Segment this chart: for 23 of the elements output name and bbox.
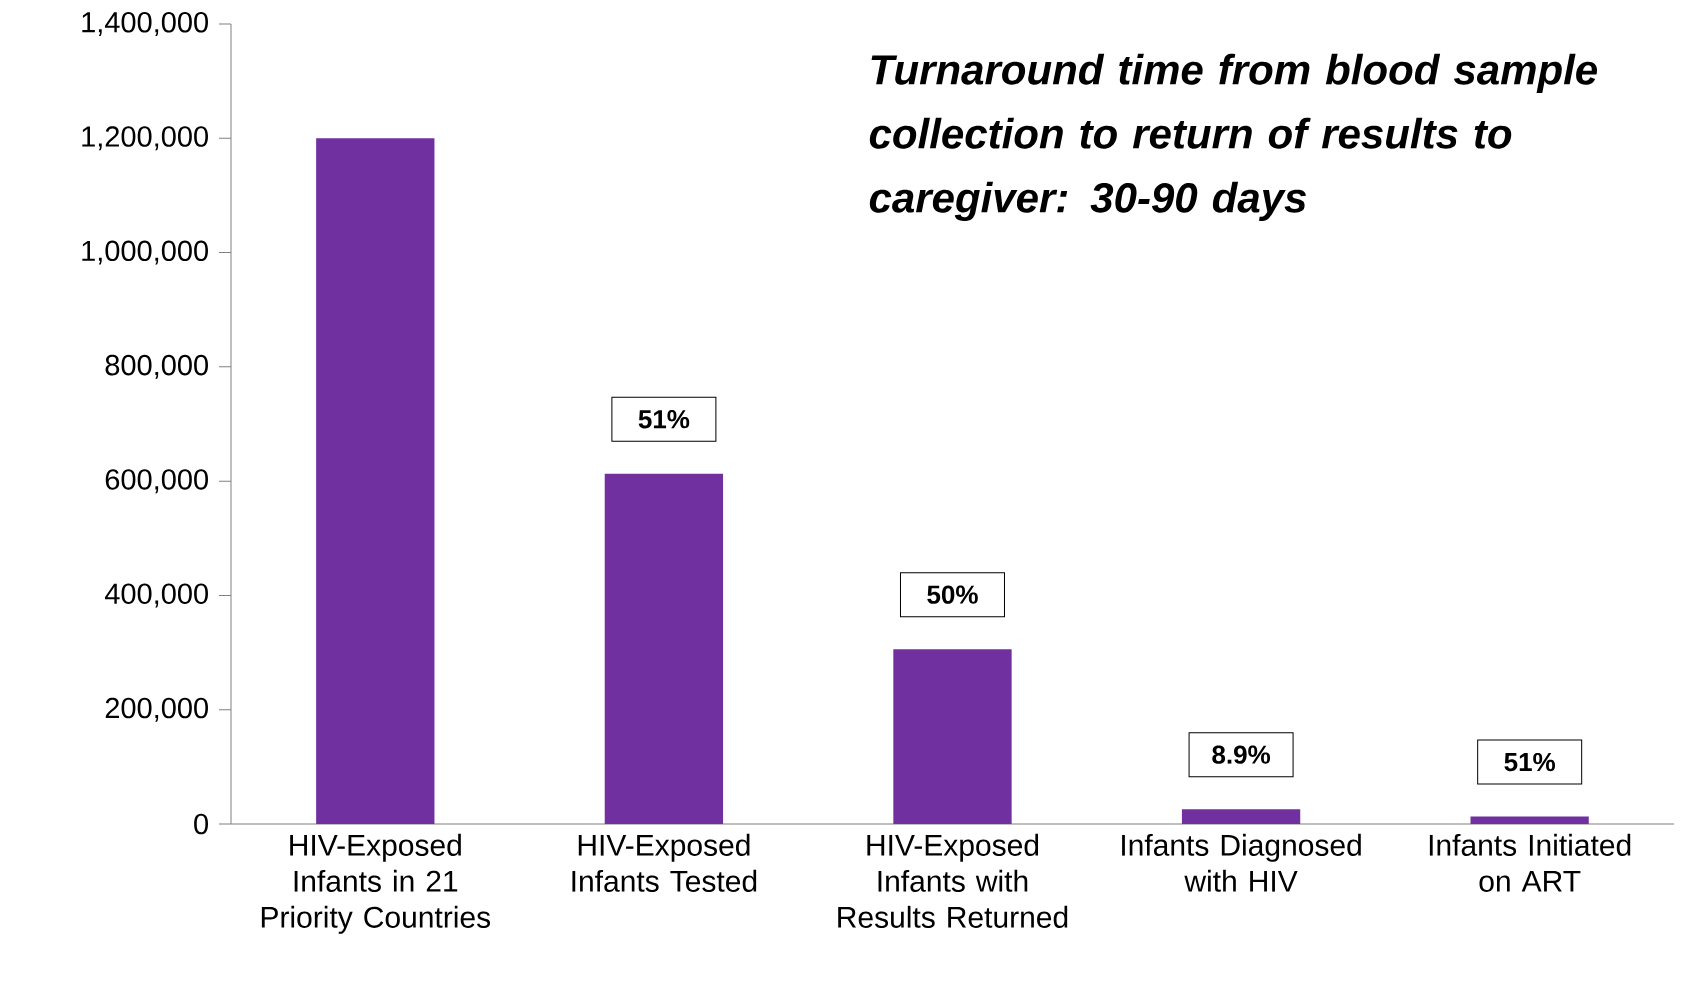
x-tick-label: HIV-Exposed Infants with Results Returned <box>838 833 1068 928</box>
annotation: 51% <box>638 410 690 429</box>
annotation: 50% <box>927 585 978 604</box>
y-tick-label: 400,000 <box>104 583 208 608</box>
bar <box>604 473 724 824</box>
y-tick-label: 0 <box>194 813 208 835</box>
bar <box>1181 809 1301 824</box>
bar <box>893 649 1012 824</box>
annotation: 8.9% <box>1212 745 1271 764</box>
x-tick-label: HIV-Exposed Infants in 21 Priority Countries <box>261 833 491 934</box>
y-tick-label: 800,000 <box>105 354 208 379</box>
y-tick-label: 1,200,000 <box>82 126 208 151</box>
annotation: Turnaround time from blood sample collection to return of results to caregiver: 30-90 days <box>869 53 1598 222</box>
x-tick-label: Infants Initiated on ART <box>1429 833 1631 892</box>
y-tick-label: 1,000,000 <box>82 240 208 265</box>
bar <box>316 138 435 824</box>
y-tick-label: 200,000 <box>105 697 208 722</box>
x-tick-label: HIV-Exposed Infants Tested <box>572 833 757 892</box>
bar <box>1470 816 1589 824</box>
annotation: 51% <box>1504 752 1556 772</box>
y-tick-label: 1,400,000 <box>82 12 208 36</box>
x-tick-label: Infants Diagnosed with HIV <box>1122 833 1361 892</box>
y-tick-label: 600,000 <box>105 469 208 494</box>
